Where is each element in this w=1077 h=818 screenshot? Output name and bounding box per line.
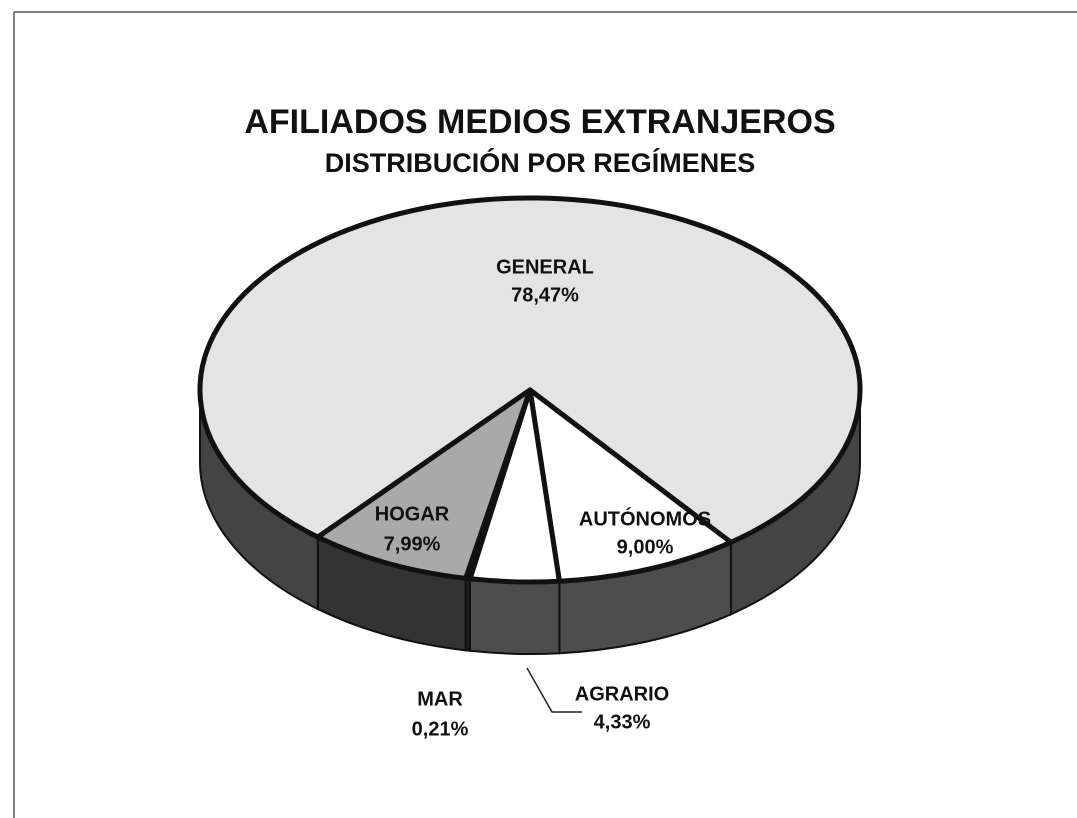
slice: [315, 387, 533, 581]
slice-label: AUTÓNOMOS: [579, 506, 711, 530]
slice-side: [468, 577, 561, 655]
value-label: 0,21%: [412, 718, 469, 740]
value-label: 78,47%: [511, 284, 579, 306]
pie: [197, 195, 863, 655]
value-label: 9,00%: [617, 536, 674, 558]
chart-title: AFILIADOS MEDIOS EXTRANJEROS: [244, 103, 835, 141]
slice-label: AGRARIO: [575, 683, 669, 705]
slice-label: HOGAR: [375, 503, 450, 525]
leader-line: [526, 667, 582, 713]
slice-label: GENERAL: [496, 256, 594, 278]
slice-label: MAR: [417, 688, 463, 710]
value-label: 4,33%: [594, 711, 651, 733]
slice: [197, 195, 863, 545]
value-label: 7,99%: [384, 533, 441, 555]
chart-subtitle: DISTRIBUCIÓN POR REGÍMENES: [325, 147, 756, 178]
slice: [527, 387, 734, 584]
